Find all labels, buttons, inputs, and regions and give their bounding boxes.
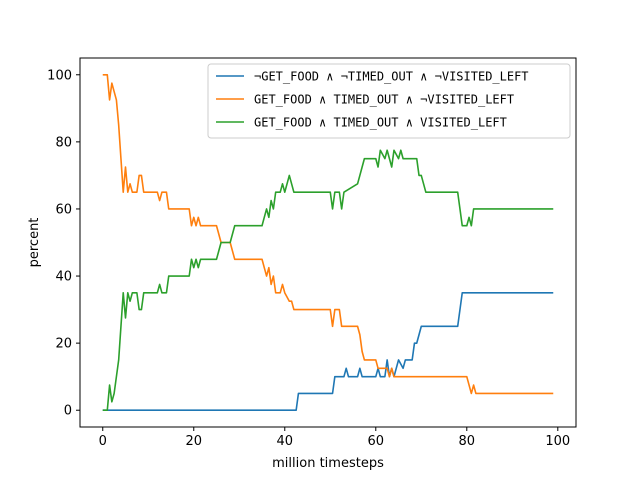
legend-entry-3: GET_FOOD ∧ TIMED_OUT ∧ VISITED_LEFT [254,116,507,130]
legend: ¬GET_FOOD ∧ ¬TIMED_OUT ∧ ¬VISITED_LEFT GE… [207,63,571,139]
x-axis: 0 20 40 60 80 100 [99,427,570,449]
x-tick-label: 60 [368,434,385,449]
series-line-3 [102,149,554,412]
y-tick-label: 60 [55,202,72,217]
legend-box [207,63,571,139]
x-tick-label: 100 [545,434,570,449]
y-axis: 0 20 40 60 80 100 [47,68,80,419]
series-line-2 [102,73,554,395]
x-axis-label: million timesteps [272,456,384,471]
plot-frame [79,57,577,428]
y-tick-label: 100 [47,68,72,83]
y-tick-label: 40 [55,270,72,285]
y-axis-label: percent [27,218,42,268]
y-tick-label: 80 [55,135,72,150]
y-tick-label: 0 [64,404,72,419]
plot-lines [102,73,554,412]
x-tick-label: 40 [276,434,293,449]
legend-entry-1: ¬GET_FOOD ∧ ¬TIMED_OUT ∧ ¬VISITED_LEFT [254,70,529,84]
legend-entry-2: GET_FOOD ∧ TIMED_OUT ∧ ¬VISITED_LEFT [254,93,514,107]
x-tick-label: 80 [459,434,476,449]
x-tick-label: 0 [99,434,107,449]
x-tick-label: 20 [185,434,202,449]
y-tick-label: 20 [55,337,72,352]
series-line-1 [102,292,554,412]
